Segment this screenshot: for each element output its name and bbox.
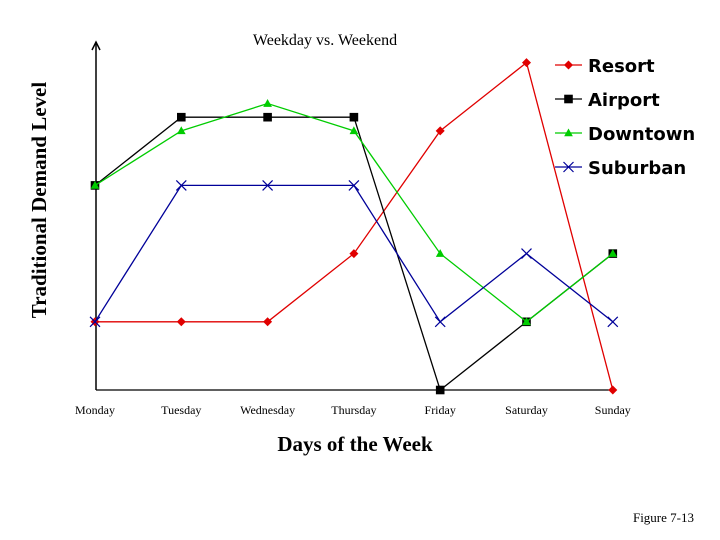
legend-label: Airport <box>588 90 660 111</box>
data-point-marker <box>564 128 573 137</box>
x-tick-label: Saturday <box>505 403 548 417</box>
series-suburban <box>89 179 619 328</box>
y-axis-title: Traditional Demand Level <box>27 81 51 319</box>
data-point-marker <box>90 180 100 189</box>
data-point-marker <box>263 112 272 122</box>
x-tick-label: Sunday <box>595 403 631 417</box>
series-downtown <box>90 99 618 326</box>
data-point-marker <box>263 99 272 107</box>
legend-item-downtown: Downtown <box>555 124 695 145</box>
data-point-marker <box>522 317 531 326</box>
data-point-marker <box>435 126 445 136</box>
legend-item-resort: Resort <box>555 56 655 77</box>
data-point-marker <box>564 94 573 104</box>
data-point-marker <box>521 58 532 68</box>
x-tick-labels: Monday Tuesday Wednesday Thursday Friday Satu… <box>75 403 631 417</box>
data-point-marker <box>434 316 446 328</box>
chart-axes <box>91 40 612 391</box>
chart-series <box>89 58 619 395</box>
legend-label: Downtown <box>588 124 695 145</box>
legend-item-suburban: Suburban <box>555 158 686 179</box>
y-axis-arrow <box>91 40 101 51</box>
data-point-marker <box>608 249 618 257</box>
data-point-marker <box>608 385 618 395</box>
data-point-marker <box>349 249 359 259</box>
data-point-marker <box>176 317 186 327</box>
data-point-marker <box>435 249 445 257</box>
figure-caption: Figure 7-13 <box>632 510 694 525</box>
x-tick-label: Thursday <box>331 403 376 417</box>
x-tick-label: Wednesday <box>240 403 295 417</box>
data-point-marker <box>175 179 187 191</box>
data-point-marker <box>435 385 445 395</box>
x-axis-title: Days of the Week <box>277 432 433 456</box>
legend-label: Resort <box>588 56 655 77</box>
series-resort <box>90 58 618 395</box>
data-point-marker <box>177 112 186 122</box>
data-point-marker <box>563 60 574 70</box>
data-point-marker <box>176 126 186 135</box>
series-line <box>94 102 614 323</box>
legend-label: Suburban <box>588 158 686 179</box>
chart-title: Weekday vs. Weekend <box>252 32 398 49</box>
data-point-marker <box>563 161 574 173</box>
series-line <box>95 61 614 391</box>
data-point-marker <box>262 179 274 191</box>
data-point-marker <box>607 316 619 328</box>
legend-item-airport: Airport <box>555 90 660 111</box>
data-point-marker <box>263 317 273 327</box>
x-tick-label: Friday <box>425 403 456 417</box>
data-point-marker <box>348 179 360 191</box>
data-point-marker <box>349 112 359 122</box>
x-tick-label: Tuesday <box>161 403 201 417</box>
data-point-marker <box>521 248 532 260</box>
x-tick-label: Monday <box>75 403 115 417</box>
data-point-marker <box>89 316 101 328</box>
data-point-marker <box>349 126 359 135</box>
chart-legend: Resort Airport Downtown Suburban <box>555 56 695 179</box>
